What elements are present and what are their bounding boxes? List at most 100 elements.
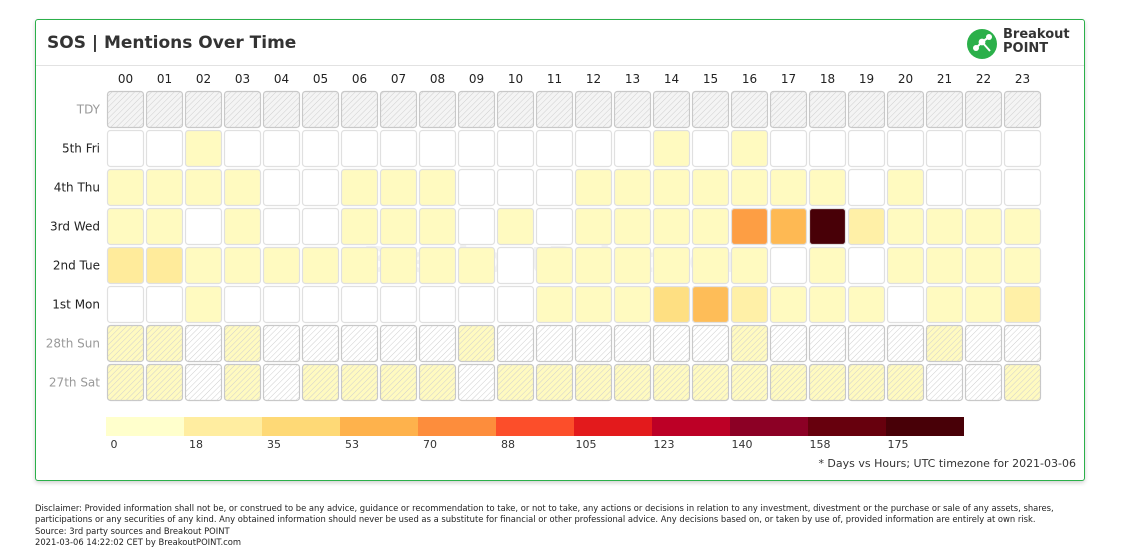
heatmap-cell[interactable] <box>262 129 301 168</box>
heatmap-cell[interactable] <box>496 246 535 285</box>
heatmap-cell[interactable] <box>613 285 652 324</box>
heatmap-cell[interactable] <box>886 168 925 207</box>
heatmap-cell[interactable] <box>574 246 613 285</box>
heatmap-cell[interactable] <box>379 246 418 285</box>
heatmap-cell[interactable] <box>262 246 301 285</box>
heatmap-cell[interactable] <box>457 168 496 207</box>
heatmap-cell[interactable] <box>262 207 301 246</box>
heatmap-cell[interactable] <box>691 246 730 285</box>
heatmap-cell[interactable] <box>535 285 574 324</box>
heatmap-cell[interactable] <box>691 285 730 324</box>
heatmap-cell[interactable] <box>379 207 418 246</box>
heatmap-cell[interactable] <box>1003 207 1042 246</box>
heatmap-cell[interactable] <box>262 168 301 207</box>
heatmap-cell[interactable] <box>808 207 847 246</box>
heatmap-cell[interactable] <box>847 129 886 168</box>
heatmap-cell[interactable] <box>496 168 535 207</box>
heatmap-cell[interactable] <box>145 207 184 246</box>
heatmap-cell[interactable] <box>1003 168 1042 207</box>
heatmap-cell[interactable] <box>808 285 847 324</box>
heatmap-cell[interactable] <box>925 168 964 207</box>
heatmap-cell[interactable] <box>418 285 457 324</box>
heatmap-cell[interactable] <box>145 168 184 207</box>
heatmap-cell[interactable] <box>340 129 379 168</box>
heatmap-cell[interactable] <box>340 285 379 324</box>
heatmap-cell[interactable] <box>613 207 652 246</box>
heatmap-cell[interactable] <box>340 168 379 207</box>
heatmap-cell[interactable] <box>925 129 964 168</box>
heatmap-cell[interactable] <box>223 168 262 207</box>
heatmap-cell[interactable] <box>925 285 964 324</box>
heatmap-cell[interactable] <box>418 168 457 207</box>
heatmap-cell[interactable] <box>574 129 613 168</box>
heatmap-cell[interactable] <box>847 246 886 285</box>
heatmap-cell[interactable] <box>613 168 652 207</box>
heatmap-cell[interactable] <box>691 168 730 207</box>
heatmap-cell[interactable] <box>379 285 418 324</box>
heatmap-cell[interactable] <box>301 168 340 207</box>
heatmap-cell[interactable] <box>535 246 574 285</box>
heatmap-cell[interactable] <box>223 285 262 324</box>
heatmap-cell[interactable] <box>223 246 262 285</box>
heatmap-cell[interactable] <box>340 207 379 246</box>
heatmap-cell[interactable] <box>223 129 262 168</box>
heatmap-cell[interactable] <box>574 168 613 207</box>
heatmap-cell[interactable] <box>691 129 730 168</box>
heatmap-cell[interactable] <box>925 207 964 246</box>
heatmap-cell[interactable] <box>808 129 847 168</box>
heatmap-cell[interactable] <box>340 246 379 285</box>
heatmap-cell[interactable] <box>847 168 886 207</box>
heatmap-cell[interactable] <box>769 129 808 168</box>
heatmap-cell[interactable] <box>925 246 964 285</box>
heatmap-cell[interactable] <box>886 285 925 324</box>
heatmap-cell[interactable] <box>886 129 925 168</box>
heatmap-cell[interactable] <box>964 168 1003 207</box>
heatmap-cell[interactable] <box>691 207 730 246</box>
heatmap-cell[interactable] <box>496 285 535 324</box>
heatmap-cell[interactable] <box>613 246 652 285</box>
heatmap-cell[interactable] <box>769 246 808 285</box>
heatmap-cell[interactable] <box>730 246 769 285</box>
heatmap-cell[interactable] <box>652 207 691 246</box>
heatmap-cell[interactable] <box>184 285 223 324</box>
heatmap-cell[interactable] <box>379 168 418 207</box>
heatmap-cell[interactable] <box>496 207 535 246</box>
heatmap-cell[interactable] <box>418 207 457 246</box>
heatmap-cell[interactable] <box>457 129 496 168</box>
heatmap-cell[interactable] <box>886 246 925 285</box>
heatmap-cell[interactable] <box>184 246 223 285</box>
heatmap-cell[interactable] <box>1003 246 1042 285</box>
heatmap-cell[interactable] <box>730 207 769 246</box>
heatmap-cell[interactable] <box>223 207 262 246</box>
heatmap-cell[interactable] <box>301 207 340 246</box>
heatmap-cell[interactable] <box>106 129 145 168</box>
heatmap-cell[interactable] <box>574 285 613 324</box>
heatmap-cell[interactable] <box>106 246 145 285</box>
heatmap-cell[interactable] <box>301 285 340 324</box>
heatmap-cell[interactable] <box>652 285 691 324</box>
heatmap-cell[interactable] <box>847 207 886 246</box>
heatmap-cell[interactable] <box>496 129 535 168</box>
heatmap-cell[interactable] <box>106 285 145 324</box>
heatmap-cell[interactable] <box>418 246 457 285</box>
heatmap-cell[interactable] <box>730 129 769 168</box>
heatmap-cell[interactable] <box>652 129 691 168</box>
heatmap-cell[interactable] <box>379 129 418 168</box>
heatmap-cell[interactable] <box>145 246 184 285</box>
heatmap-cell[interactable] <box>262 285 301 324</box>
heatmap-cell[interactable] <box>106 168 145 207</box>
heatmap-cell[interactable] <box>574 207 613 246</box>
heatmap-cell[interactable] <box>964 246 1003 285</box>
heatmap-cell[interactable] <box>808 168 847 207</box>
heatmap-cell[interactable] <box>535 168 574 207</box>
heatmap-cell[interactable] <box>613 129 652 168</box>
heatmap-cell[interactable] <box>301 246 340 285</box>
heatmap-cell[interactable] <box>301 129 340 168</box>
heatmap-cell[interactable] <box>730 285 769 324</box>
heatmap-cell[interactable] <box>886 207 925 246</box>
heatmap-cell[interactable] <box>184 168 223 207</box>
heatmap-cell[interactable] <box>106 207 145 246</box>
heatmap-cell[interactable] <box>457 246 496 285</box>
heatmap-cell[interactable] <box>964 129 1003 168</box>
heatmap-cell[interactable] <box>1003 285 1042 324</box>
